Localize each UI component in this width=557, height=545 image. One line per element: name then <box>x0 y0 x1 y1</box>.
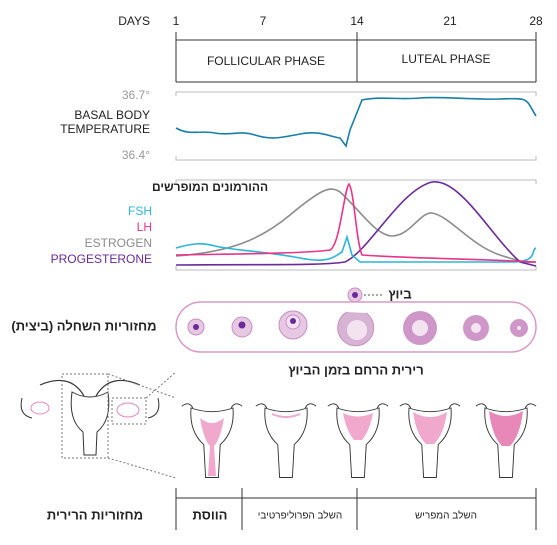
phase-label: FOLLICULAR PHASE <box>207 54 325 68</box>
follicles <box>187 310 528 347</box>
phase-frame <box>175 32 537 83</box>
temp-label: BASAL BODY <box>74 108 150 122</box>
endometrium-title: רירית הרחם בזמן הביוץ <box>288 362 423 377</box>
legend-label: LH <box>137 220 152 234</box>
day-label: 7 <box>260 14 267 28</box>
hormones-title: ההורמונים המופרשים <box>152 180 268 194</box>
egg-core <box>352 292 358 298</box>
lh-curve <box>175 182 537 263</box>
legend-label: ESTROGEN <box>85 236 152 250</box>
uterus-stages <box>181 403 537 478</box>
fsh-curve <box>175 234 537 263</box>
phase-label: LUTEAL PHASE <box>402 52 491 66</box>
legend-label: FSH <box>128 204 152 218</box>
ovulation-label: ביוץ <box>388 286 411 301</box>
day-label: 28 <box>529 14 543 28</box>
estrogen-curve <box>175 188 537 264</box>
day-label: 21 <box>443 14 457 28</box>
ovary-title: מחזוריות השחלה (ביצית) <box>11 318 156 333</box>
anatomy <box>20 371 177 479</box>
stage-label: השלב הפרוליפרטיבי <box>258 510 343 522</box>
cycle-title: מחזוריות הרירית <box>47 507 143 522</box>
day-label: 1 <box>173 14 180 28</box>
temperature-curve <box>175 96 537 148</box>
temp-low: 36.4° <box>122 148 150 162</box>
temp-label: TEMPERATURE <box>60 122 150 136</box>
stage-label: הווסת <box>193 507 228 522</box>
stage-frame <box>175 488 537 530</box>
day-label: 14 <box>350 14 364 28</box>
stage-label: השלב המפריש <box>415 510 477 522</box>
temp-high: 36.7° <box>122 88 150 102</box>
progesterone-curve <box>175 181 537 267</box>
temp-frame <box>175 91 537 161</box>
legend-label: PROGESTERONE <box>51 252 152 266</box>
hormone-frame <box>175 179 537 271</box>
days-label: DAYS <box>118 14 150 28</box>
